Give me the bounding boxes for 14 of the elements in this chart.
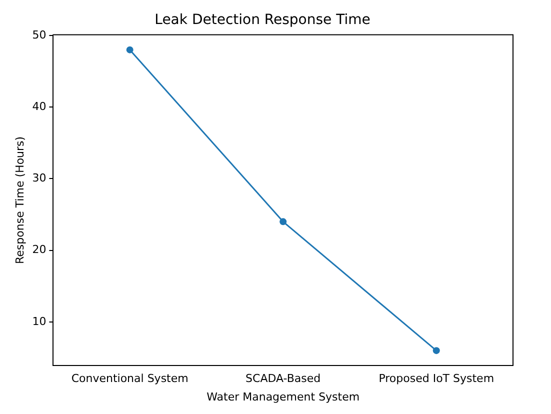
chart-title: Leak Detection Response Time xyxy=(154,12,370,28)
x-tick-label: Proposed IoT System xyxy=(378,372,494,386)
point xyxy=(280,218,287,226)
point xyxy=(432,347,440,354)
y-tick-label: 50 xyxy=(32,28,46,42)
x-tick-label: SCADA-Based xyxy=(246,372,321,386)
y-tick-label: 10 xyxy=(32,314,46,328)
point xyxy=(126,46,134,54)
y-axis-title: Response Time (Hours) xyxy=(13,136,26,264)
y-tick-label: 20 xyxy=(32,243,46,256)
x-tick-label: Conventional System xyxy=(71,372,188,386)
y-tick-label: 30 xyxy=(32,172,46,185)
x-axis-title: Water Management System xyxy=(206,390,360,404)
y-tick-label: 40 xyxy=(32,100,46,113)
